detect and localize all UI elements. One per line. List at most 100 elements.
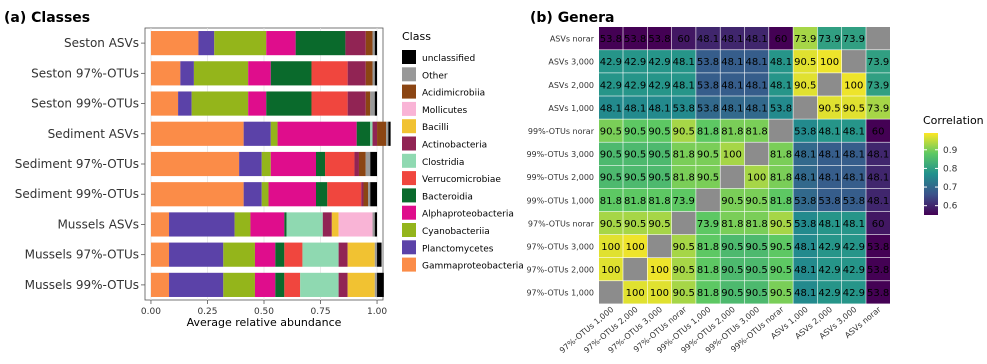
heatmap-cell — [696, 119, 720, 142]
heatmap-cell-label: 90.5 — [746, 265, 768, 276]
heatmap-cell — [647, 73, 672, 96]
bar-segment — [365, 31, 373, 56]
row-label: 99%-OTUs 1,000 — [526, 196, 594, 205]
heatmap-cell-label: 53.8 — [867, 265, 889, 276]
heatmap-cell-label: 53.8 — [648, 34, 670, 45]
bar-segment — [322, 212, 332, 237]
heatmap-cell-label: 42.9 — [624, 57, 646, 68]
heatmap-cell-label: 81.8 — [697, 265, 719, 276]
heatmap-cell — [647, 234, 672, 258]
heatmap-cell-label: 90.5 — [746, 196, 768, 207]
heatmap-cell — [744, 119, 769, 142]
heatmap-cell-label: 60 — [872, 219, 885, 230]
heatmap-cell-label: 42.9 — [843, 242, 865, 253]
heatmap-cell-label: 81.8 — [770, 196, 792, 207]
heatmap-cell — [842, 258, 866, 281]
legend-label: Verrucomicrobiae — [422, 175, 501, 185]
heatmap-row-labels: ASVs norar ASVs 3,000 ASVs 2,000 ASVs 1,000… — [526, 35, 594, 298]
heatmap-cell-label: 81.8 — [721, 126, 743, 137]
heatmap-cell — [599, 73, 623, 96]
heatmap-cell — [696, 211, 720, 235]
bar-segment — [150, 151, 240, 177]
bar-segment — [234, 212, 251, 237]
heatmap-cell — [720, 211, 745, 235]
heatmap-cell-label: 48.1 — [746, 57, 768, 68]
heatmap-cell — [769, 50, 793, 73]
heatmap-cell-label: 53.8 — [697, 103, 719, 114]
heatmap-cell-label: 48.1 — [673, 80, 695, 91]
heatmap-cell-label: 81.8 — [697, 288, 719, 299]
heatmap-cell — [623, 258, 647, 281]
bar-segment — [311, 91, 348, 116]
heatmap-cell — [744, 73, 769, 96]
heatmap-cell-label: 100 — [601, 242, 620, 253]
heatmap-cell — [842, 27, 866, 50]
bar-segment — [311, 61, 348, 86]
heatmap-cell-label: 90.5 — [648, 126, 670, 137]
heatmap-cell-label: 73.9 — [794, 34, 816, 45]
heatmap-cell — [696, 50, 720, 73]
heatmap-cell-label: 90.5 — [624, 126, 646, 137]
legend-swatch — [402, 84, 416, 99]
bar-segment — [261, 151, 271, 177]
category-label: Seston 99%-OTUs — [31, 97, 139, 111]
heatmap-cell — [793, 73, 818, 96]
heatmap-cell — [769, 119, 793, 142]
heatmap-cell-label: 53.8 — [794, 126, 816, 137]
heatmap-cell — [817, 73, 842, 96]
x-tick-label: 0.25 — [197, 307, 217, 317]
legend-label: Cyanobacteriia — [422, 227, 490, 237]
heatmap-cell — [769, 258, 793, 281]
legend-label: Clostridia — [422, 158, 464, 168]
bar-segment — [338, 242, 348, 267]
heatmap-cell-label: 90.5 — [697, 173, 719, 184]
bar-segment — [150, 31, 199, 56]
heatmap-cell-label: 48.1 — [794, 265, 816, 276]
legend-label: Gammaproteobacteria — [422, 262, 524, 272]
heatmap-cell-label: 42.9 — [600, 80, 622, 91]
heatmap-cell — [842, 211, 866, 235]
heatmap-cell-label: 90.5 — [770, 288, 792, 299]
heatmap-cell — [769, 27, 793, 50]
legend-label: Bacteroidia — [422, 192, 473, 202]
bar-segment — [372, 121, 378, 146]
panel-a-bars — [150, 28, 391, 300]
bar-segment — [370, 151, 378, 177]
heatmap-cell-label: 90.5 — [770, 242, 792, 253]
heatmap-cell-label: 42.9 — [818, 288, 840, 299]
heatmap-cell-label: 60 — [775, 34, 788, 45]
heatmap-cell — [866, 234, 890, 258]
row-label: 99%-OTUs 3,000 — [526, 150, 594, 159]
bar-segment — [150, 91, 179, 116]
bar-segment — [150, 242, 170, 267]
heatmap-cell — [769, 142, 793, 165]
heatmap-cell-label: 48.1 — [818, 173, 840, 184]
x-tick-label: 1.00 — [367, 307, 387, 317]
bar-segment — [347, 61, 366, 86]
row-label: 97%-OTUs 2,000 — [526, 266, 594, 275]
heatmap-cell — [744, 234, 769, 258]
bar-segment — [370, 121, 373, 146]
heatmap-cell — [793, 96, 818, 119]
legend-label: Bacilli — [422, 123, 449, 133]
heatmap-cell — [623, 188, 647, 212]
bar-segment — [345, 31, 366, 56]
bar-segment — [347, 272, 375, 297]
heatmap-cell — [647, 188, 672, 212]
bar-segment — [361, 182, 364, 207]
heatmap-cell — [720, 142, 745, 165]
bar-segment — [150, 212, 170, 237]
heatmap-cell — [720, 96, 745, 119]
heatmap-cell — [647, 258, 672, 281]
bar-segment — [374, 91, 378, 116]
heatmap-cell — [720, 165, 745, 189]
bar-segment — [243, 182, 262, 207]
bar-segment — [284, 242, 303, 267]
heatmap-cell-label: 53.8 — [624, 34, 646, 45]
heatmap-cell — [671, 119, 696, 142]
heatmap-cell-label: 48.1 — [624, 103, 646, 114]
heatmap-cell — [793, 281, 818, 304]
heatmap-cell-label: 90.5 — [843, 103, 865, 114]
